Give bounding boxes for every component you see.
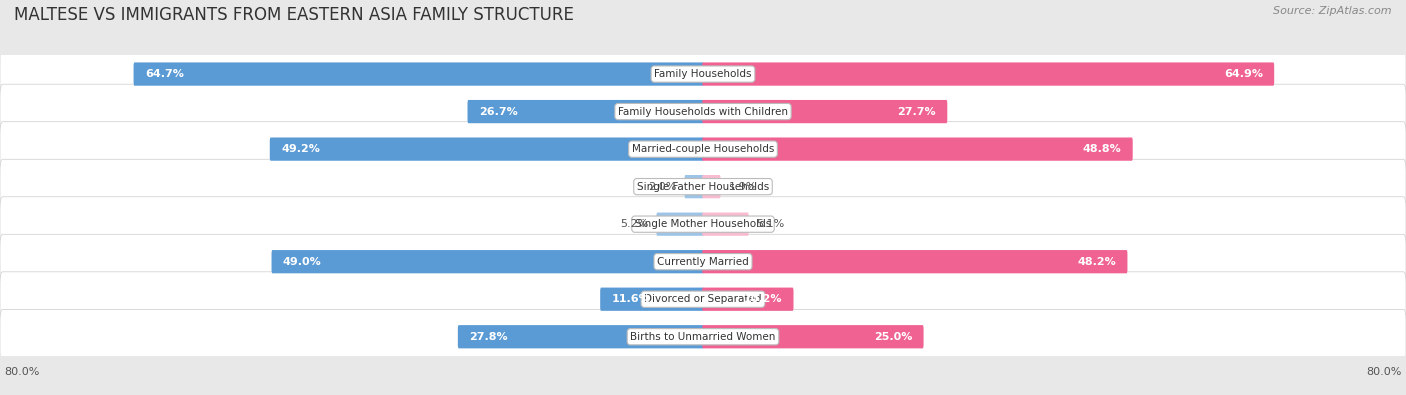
Text: MALTESE VS IMMIGRANTS FROM EASTERN ASIA FAMILY STRUCTURE: MALTESE VS IMMIGRANTS FROM EASTERN ASIA … — [14, 6, 574, 24]
FancyBboxPatch shape — [702, 213, 749, 236]
FancyBboxPatch shape — [702, 175, 721, 198]
Text: 5.2%: 5.2% — [620, 219, 648, 229]
Text: 26.7%: 26.7% — [479, 107, 517, 117]
FancyBboxPatch shape — [702, 288, 793, 311]
Text: Currently Married: Currently Married — [657, 257, 749, 267]
FancyBboxPatch shape — [657, 213, 704, 236]
FancyBboxPatch shape — [0, 47, 1406, 102]
Text: 10.2%: 10.2% — [744, 294, 782, 304]
Text: 11.6%: 11.6% — [612, 294, 651, 304]
FancyBboxPatch shape — [0, 84, 1406, 139]
Text: 64.7%: 64.7% — [145, 69, 184, 79]
FancyBboxPatch shape — [702, 100, 948, 123]
Text: 80.0%: 80.0% — [4, 367, 39, 377]
FancyBboxPatch shape — [467, 100, 704, 123]
Text: Single Father Households: Single Father Households — [637, 182, 769, 192]
FancyBboxPatch shape — [0, 122, 1406, 177]
Text: Source: ZipAtlas.com: Source: ZipAtlas.com — [1274, 6, 1392, 16]
Text: 2.0%: 2.0% — [648, 182, 676, 192]
Text: Family Households with Children: Family Households with Children — [619, 107, 787, 117]
Text: Family Households: Family Households — [654, 69, 752, 79]
Text: 25.0%: 25.0% — [873, 332, 912, 342]
FancyBboxPatch shape — [702, 62, 1274, 86]
Legend: Maltese, Immigrants from Eastern Asia: Maltese, Immigrants from Eastern Asia — [562, 393, 844, 395]
FancyBboxPatch shape — [702, 137, 1133, 161]
Text: 80.0%: 80.0% — [1367, 367, 1402, 377]
Text: 1.9%: 1.9% — [728, 182, 756, 192]
FancyBboxPatch shape — [685, 175, 704, 198]
Text: 27.8%: 27.8% — [470, 332, 508, 342]
Text: Single Mother Households: Single Mother Households — [636, 219, 770, 229]
FancyBboxPatch shape — [0, 309, 1406, 364]
FancyBboxPatch shape — [600, 288, 704, 311]
Text: 48.8%: 48.8% — [1083, 144, 1122, 154]
Text: 64.9%: 64.9% — [1223, 69, 1263, 79]
Text: 49.2%: 49.2% — [281, 144, 321, 154]
FancyBboxPatch shape — [702, 250, 1128, 273]
Text: Married-couple Households: Married-couple Households — [631, 144, 775, 154]
FancyBboxPatch shape — [134, 62, 704, 86]
FancyBboxPatch shape — [0, 159, 1406, 214]
FancyBboxPatch shape — [0, 272, 1406, 327]
FancyBboxPatch shape — [0, 197, 1406, 252]
Text: 49.0%: 49.0% — [283, 257, 322, 267]
FancyBboxPatch shape — [702, 325, 924, 348]
FancyBboxPatch shape — [271, 250, 704, 273]
FancyBboxPatch shape — [458, 325, 704, 348]
FancyBboxPatch shape — [270, 137, 704, 161]
Text: 5.1%: 5.1% — [756, 219, 785, 229]
Text: 48.2%: 48.2% — [1077, 257, 1116, 267]
Text: 27.7%: 27.7% — [897, 107, 936, 117]
Text: Divorced or Separated: Divorced or Separated — [644, 294, 762, 304]
Text: Births to Unmarried Women: Births to Unmarried Women — [630, 332, 776, 342]
FancyBboxPatch shape — [0, 234, 1406, 289]
